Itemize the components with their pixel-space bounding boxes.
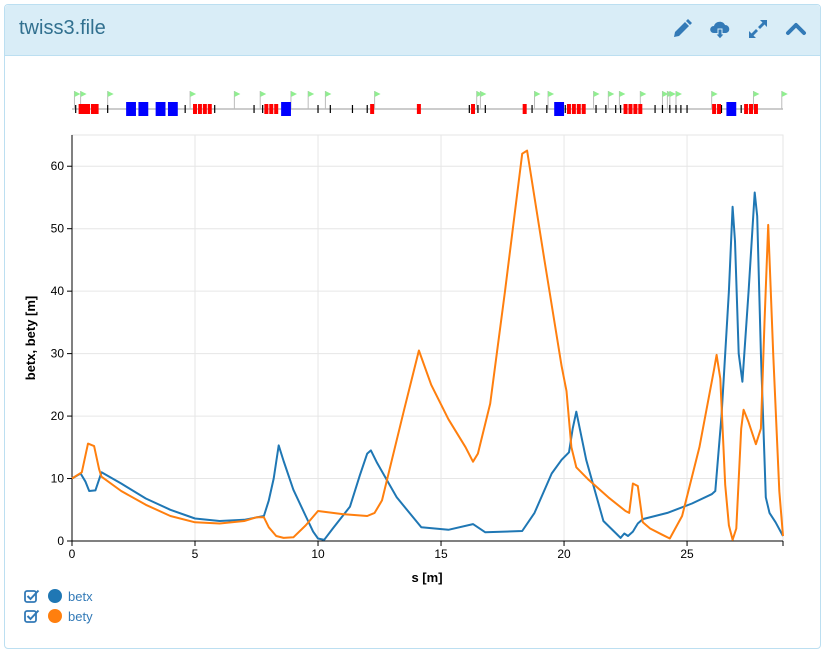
y-tick-label: 60 bbox=[51, 159, 65, 173]
y-tick-label: 50 bbox=[51, 222, 65, 236]
quadrupole bbox=[85, 104, 90, 114]
lattice-diagram bbox=[72, 91, 788, 116]
quadrupole bbox=[576, 104, 581, 114]
legend-dot-bety bbox=[48, 609, 62, 623]
y-axis-label: betx, bety [m] bbox=[23, 296, 38, 381]
marker-flag bbox=[374, 91, 381, 97]
marker-flag bbox=[107, 91, 114, 97]
chart-legend: betx bety bbox=[24, 586, 93, 626]
dipole bbox=[155, 102, 166, 116]
quadrupole bbox=[712, 104, 717, 114]
quadrupole bbox=[471, 104, 476, 114]
quadrupole bbox=[264, 104, 269, 114]
marker-flag bbox=[640, 91, 647, 97]
marker-flag bbox=[608, 91, 615, 97]
marker-flag bbox=[308, 91, 315, 97]
marker-flag bbox=[662, 91, 669, 97]
dipole bbox=[726, 102, 737, 116]
marker-flag bbox=[480, 91, 487, 97]
marker-flag bbox=[619, 91, 626, 97]
quadrupole bbox=[522, 104, 527, 114]
chart-axes: 0 5 10 15 20 25 0 10 20 30 40 50 60 bbox=[51, 135, 784, 561]
marker-flag bbox=[781, 91, 788, 97]
quadrupole bbox=[753, 104, 758, 114]
marker-flag bbox=[476, 91, 483, 97]
quadrupole bbox=[571, 104, 576, 114]
marker-flag bbox=[190, 91, 197, 97]
marker-flag bbox=[711, 91, 718, 97]
y-tick-label: 0 bbox=[57, 534, 64, 548]
panel-title: twiss3.file bbox=[19, 17, 106, 39]
plot-frame bbox=[71, 134, 784, 542]
legend-label-betx: betx bbox=[68, 588, 93, 604]
dipole bbox=[138, 102, 149, 116]
x-tick-label: 25 bbox=[680, 547, 694, 561]
marker-flag bbox=[260, 91, 267, 97]
cloud-download-icon[interactable] bbox=[708, 17, 732, 41]
marker-flag bbox=[548, 91, 555, 97]
quadrupole bbox=[94, 104, 99, 114]
y-tick-label: 10 bbox=[51, 472, 65, 486]
x-tick-label: 5 bbox=[192, 547, 199, 561]
checkbox-checked-icon[interactable] bbox=[24, 608, 40, 624]
legend-item-betx[interactable]: betx bbox=[24, 586, 93, 606]
marker-flag bbox=[325, 91, 332, 97]
x-tick-label: 20 bbox=[557, 547, 571, 561]
x-tick-label: 15 bbox=[434, 547, 448, 561]
quadrupole bbox=[193, 104, 198, 114]
marker-flag bbox=[234, 91, 241, 97]
series-line-bety bbox=[71, 149, 784, 541]
dipole bbox=[554, 102, 565, 116]
edit-icon[interactable] bbox=[670, 17, 694, 41]
quadrupole bbox=[207, 104, 212, 114]
y-tick-label: 40 bbox=[51, 284, 65, 298]
quadrupole bbox=[623, 104, 628, 114]
chart-series bbox=[71, 149, 784, 541]
quadrupole bbox=[197, 104, 202, 114]
marker-flag bbox=[669, 91, 676, 97]
quadrupole bbox=[370, 104, 375, 114]
quadrupole bbox=[749, 104, 754, 114]
x-tick-label: 10 bbox=[311, 547, 325, 561]
dipole bbox=[167, 102, 178, 116]
y-tick-label: 30 bbox=[51, 347, 65, 361]
quadrupole bbox=[202, 104, 207, 114]
quadrupole bbox=[633, 104, 638, 114]
legend-dot-betx bbox=[48, 589, 62, 603]
x-axis-label: s [m] bbox=[411, 570, 442, 585]
marker-flag bbox=[753, 91, 760, 97]
quadrupole bbox=[82, 104, 87, 114]
series-line-betx bbox=[71, 191, 784, 541]
y-tick-label: 20 bbox=[51, 409, 65, 423]
panel-toolbar bbox=[670, 17, 808, 41]
marker-flag bbox=[534, 91, 541, 97]
dipole bbox=[281, 102, 291, 116]
quadrupole bbox=[628, 104, 633, 114]
marker-flag bbox=[593, 91, 600, 97]
quadrupole bbox=[90, 104, 95, 114]
chart-grid bbox=[71, 134, 784, 542]
quadrupole bbox=[274, 104, 279, 114]
marker-flag bbox=[290, 91, 297, 97]
quadrupole bbox=[638, 104, 643, 114]
expand-icon[interactable] bbox=[746, 17, 770, 41]
quadrupole bbox=[416, 104, 421, 114]
quadrupole bbox=[269, 104, 274, 114]
legend-label-bety: bety bbox=[68, 608, 93, 624]
panel-header: twiss3.file bbox=[5, 5, 820, 56]
checkbox-checked-icon[interactable] bbox=[24, 588, 40, 604]
quadrupole bbox=[78, 104, 83, 114]
quadrupole bbox=[717, 104, 722, 114]
x-tick-label: 0 bbox=[69, 547, 76, 561]
collapse-icon[interactable] bbox=[784, 17, 808, 41]
quadrupole bbox=[581, 104, 586, 114]
marker-flag bbox=[80, 91, 87, 97]
legend-item-bety[interactable]: bety bbox=[24, 606, 93, 626]
marker-flag bbox=[675, 91, 682, 97]
marker-flag bbox=[74, 91, 81, 97]
dipole bbox=[126, 102, 136, 116]
quadrupole bbox=[744, 104, 749, 114]
quadrupole bbox=[566, 104, 571, 114]
